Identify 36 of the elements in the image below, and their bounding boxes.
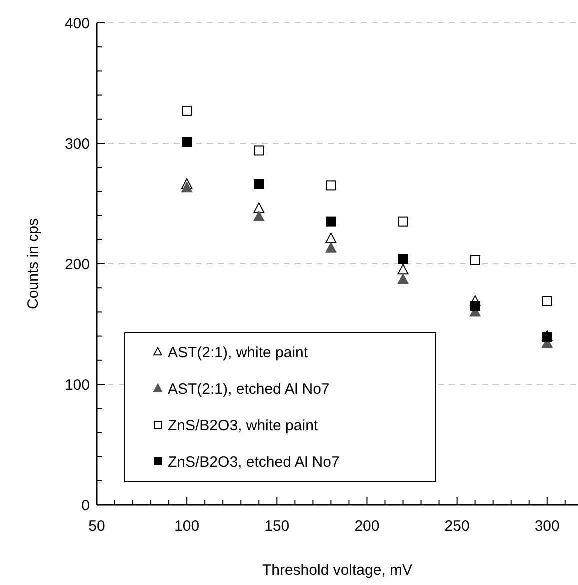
legend-label: AST(2:1), etched Al No7 [168, 380, 330, 398]
point [470, 301, 480, 312]
legend-label: ZnS/B2O3, white paint [168, 417, 319, 434]
point [326, 242, 337, 253]
x-tick-label: 100 [174, 518, 200, 535]
y-axis-title: Counts in cps [25, 218, 42, 310]
point [398, 264, 409, 275]
legend-label: AST(2:1), white paint [168, 344, 309, 362]
point [542, 332, 552, 343]
point [182, 106, 192, 116]
y-tick-label: 100 [64, 376, 90, 394]
y-tick-label: 0 [82, 497, 90, 514]
y-tick-label: 300 [64, 136, 90, 153]
x-tick-label: 200 [354, 518, 380, 535]
point [254, 202, 265, 214]
point [254, 146, 264, 156]
point [398, 254, 408, 264]
point [542, 296, 552, 306]
x-tick-label: 250 [444, 518, 470, 535]
point [182, 182, 193, 193]
point [398, 274, 409, 284]
point [470, 255, 480, 266]
x-tick-label: 50 [88, 518, 106, 535]
x-tick-label: 150 [264, 518, 290, 535]
point [182, 137, 192, 148]
point [326, 232, 337, 244]
point [254, 211, 265, 222]
y-tick-label: 200 [64, 256, 90, 274]
x-tick-label: 300 [534, 518, 560, 535]
point [398, 216, 408, 227]
legend-label: ZnS/B2O3, etched Al No7 [168, 454, 340, 471]
x-axis-title: Threshold voltage, mV [262, 562, 413, 579]
point [326, 216, 336, 227]
y-tick-label: 400 [64, 15, 90, 32]
point [326, 180, 336, 191]
point [254, 179, 264, 190]
